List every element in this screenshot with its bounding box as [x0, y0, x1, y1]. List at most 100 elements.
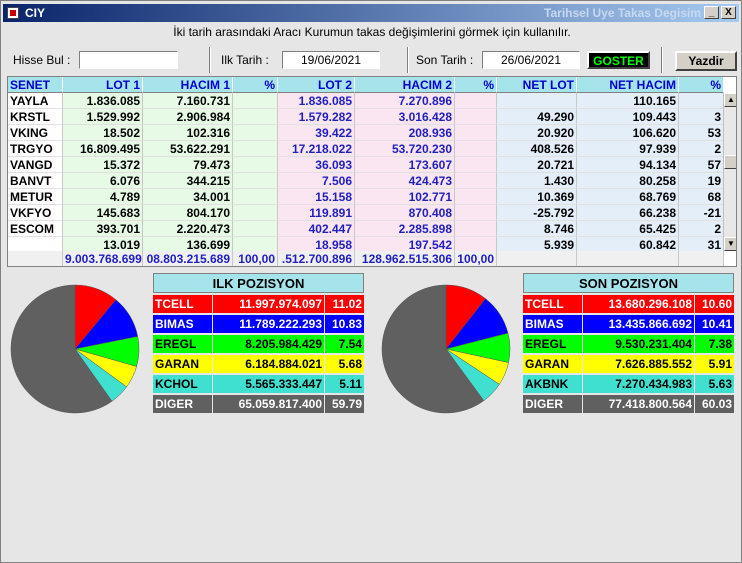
table-cell: 3.016.428: [355, 109, 455, 125]
table-cell: 68: [679, 189, 724, 205]
table-row[interactable]: BANVT 6.076 344.215 7.506 424.473 1.430 80.258…: [8, 173, 736, 189]
table-cell: 102.316: [143, 125, 233, 141]
position-value: 11.789.222.293: [212, 315, 324, 333]
table-cell: 53.720.230: [355, 141, 455, 157]
table-cell: 408.526: [497, 141, 577, 157]
table-row[interactable]: KRSTL 1.529.992 2.906.984 1.579.282 3.016.42…: [8, 109, 736, 125]
position-percent: 10.60: [694, 295, 734, 313]
table-cell: ESCOM: [8, 221, 63, 237]
table-row[interactable]: VKING 18.502 102.316 39.422 208.936 20.920 106…: [8, 125, 736, 141]
hisse-search-input[interactable]: [79, 51, 178, 69]
table-cell: 34.001: [143, 189, 233, 205]
col-hacim2-header[interactable]: HACIM 2: [355, 77, 455, 93]
table-cell: [455, 157, 497, 173]
table-cell: [233, 109, 278, 125]
ilk-pozisyon-pie: [10, 284, 140, 414]
table-cell: [455, 221, 497, 237]
table-cell: 65.425: [577, 221, 679, 237]
position-percent: 59.79: [324, 395, 364, 413]
table-row[interactable]: VANGD 15.372 79.473 36.093 173.607 20.721 94.1…: [8, 157, 736, 173]
son-pozisyon-table: SON POZISYON TCELL 13.680.296.108 10.60 BIM…: [523, 273, 734, 413]
position-value: 9.530.231.404: [582, 335, 694, 353]
table-cell: 15.372: [63, 157, 143, 173]
table-cell: 94.134: [577, 157, 679, 173]
table-cell: 19: [679, 173, 724, 189]
position-value: 6.184.884.021: [212, 355, 324, 373]
yazdir-button[interactable]: Yazdir: [675, 51, 737, 71]
son-tarih-field[interactable]: 26/06/2021: [482, 51, 580, 69]
table-cell: 1.836.085: [278, 93, 355, 109]
ilk-tarih-field[interactable]: 19/06/2021: [282, 51, 380, 69]
table-cell: 2.220.473: [143, 221, 233, 237]
table-row[interactable]: METUR 4.789 34.001 15.158 102.771 10.369 68.76…: [8, 189, 736, 205]
table-cell: TRGYO: [8, 141, 63, 157]
table-cell: 8.746: [497, 221, 577, 237]
table-row[interactable]: ESCOM 393.701 2.220.473 402.447 2.285.898 8.7…: [8, 221, 736, 237]
ilk-pozisyon-title: ILK POZISYON: [153, 273, 364, 293]
position-symbol: DIGER: [523, 395, 582, 413]
scroll-down-icon[interactable]: ▼: [724, 237, 736, 251]
table-cell: METUR: [8, 189, 63, 205]
table-cell: [233, 157, 278, 173]
position-percent: 5.68: [324, 355, 364, 373]
table-cell: [233, 173, 278, 189]
col-pct2-header[interactable]: %: [455, 77, 497, 93]
position-value: 13.435.866.692: [582, 315, 694, 333]
table-cell: -25.792: [497, 205, 577, 221]
table-cell: VANGD: [8, 157, 63, 173]
position-value: 7.270.434.983: [582, 375, 694, 393]
table-cell: 2.285.898: [355, 221, 455, 237]
table-cell: 49.290: [497, 109, 577, 125]
table-row[interactable]: YAYLA 1.836.085 7.160.731 1.836.085 7.270.89…: [8, 93, 736, 109]
son-tarih-label: Son Tarih :: [416, 53, 474, 67]
position-row: GARAN 6.184.884.021 5.68: [153, 355, 364, 373]
pie-slice-diger: [381, 284, 485, 414]
total-cell: [8, 251, 63, 266]
position-row: BIMAS 13.435.866.692 10.41: [523, 315, 734, 333]
table-cell: 20.920: [497, 125, 577, 141]
table-row[interactable]: VKFYO 145.683 804.170 119.891 870.408 -25.792…: [8, 205, 736, 221]
col-lot1-header[interactable]: LOT 1: [63, 77, 143, 93]
table-cell: [233, 205, 278, 221]
table-cell: 7.160.731: [143, 93, 233, 109]
total-cell: [679, 251, 724, 266]
col-pct1-header[interactable]: %: [233, 77, 278, 93]
table-cell: 106.620: [577, 125, 679, 141]
col-netpct-header[interactable]: %: [679, 77, 724, 93]
position-symbol: EREGL: [523, 335, 582, 353]
grid-scrollbar[interactable]: ▲ ▼: [723, 93, 736, 251]
table-cell: 18.502: [63, 125, 143, 141]
table-cell: 17.218.022: [278, 141, 355, 157]
col-hacim1-header[interactable]: HACIM 1: [143, 77, 233, 93]
table-cell: 60.842: [577, 237, 679, 253]
table-cell: 1.430: [497, 173, 577, 189]
close-button[interactable]: X: [721, 6, 736, 19]
table-cell: 109.443: [577, 109, 679, 125]
table-cell: 1.836.085: [63, 93, 143, 109]
table-cell: 68.769: [577, 189, 679, 205]
scroll-up-icon[interactable]: ▲: [724, 93, 736, 107]
position-row: AKBNK 7.270.434.983 5.63: [523, 375, 734, 393]
table-cell: VKING: [8, 125, 63, 141]
col-netlot-header[interactable]: NET LOT: [497, 77, 577, 93]
col-nethacim-header[interactable]: NET HACIM: [577, 77, 679, 93]
table-cell: [233, 93, 278, 109]
scroll-thumb[interactable]: [724, 155, 736, 169]
pie-slice-diger: [10, 284, 113, 414]
table-cell: 16.809.495: [63, 141, 143, 157]
position-row: TCELL 11.997.974.097 11.02: [153, 295, 364, 313]
table-cell: [455, 125, 497, 141]
col-senet-header[interactable]: SENET: [8, 77, 63, 93]
position-symbol: GARAN: [523, 355, 582, 373]
table-cell: 804.170: [143, 205, 233, 221]
takas-grid[interactable]: SENET LOT 1 HACIM 1 % LOT 2 HACIM 2 % NE…: [7, 76, 737, 267]
grid-header-row: SENET LOT 1 HACIM 1 % LOT 2 HACIM 2 % NE…: [8, 77, 736, 93]
goster-button[interactable]: GOSTER: [587, 51, 650, 69]
minimize-button[interactable]: _: [704, 6, 719, 19]
app-icon: [7, 7, 19, 19]
table-row[interactable]: TRGYO 16.809.495 53.622.291 17.218.022 53.72…: [8, 141, 736, 157]
total-cell: [497, 251, 577, 266]
col-lot2-header[interactable]: LOT 2: [278, 77, 355, 93]
total-cell: 100,00: [455, 251, 497, 266]
